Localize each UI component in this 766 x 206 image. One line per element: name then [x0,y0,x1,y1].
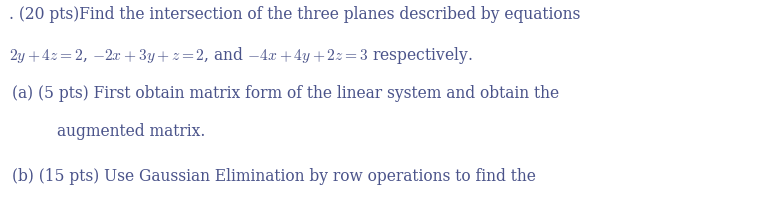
Text: . (20 pts)Find the intersection of the three planes described by equations: . (20 pts)Find the intersection of the t… [9,6,581,23]
Text: (b) (15 pts) Use Gaussian Elimination by row operations to find the: (b) (15 pts) Use Gaussian Elimination by… [12,167,536,184]
Text: (a) (5 pts) First obtain matrix form of the linear system and obtain the: (a) (5 pts) First obtain matrix form of … [12,84,559,101]
Text: solution. You get 0 pt if solving it without using matrices.: solution. You get 0 pt if solving it wit… [57,205,504,206]
Text: $2y + 4z = 2$, $-2x + 3y + z = 2$, and $-4x + 4y + 2z = 3$ respectively.: $2y + 4z = 2$, $-2x + 3y + z = 2$, and $… [9,44,473,65]
Text: augmented matrix.: augmented matrix. [57,123,206,139]
